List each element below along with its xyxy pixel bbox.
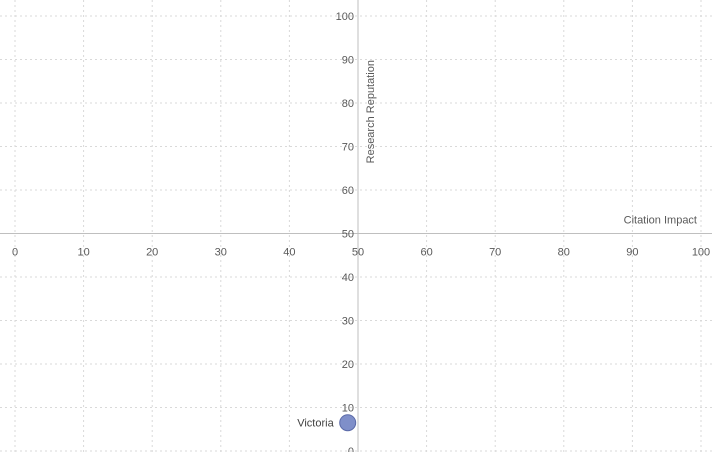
x-tick-label: 30 [215,247,227,259]
data-point-label: Victoria [297,418,334,430]
y-tick-label: 90 [342,55,354,67]
y-tick-label: 40 [342,272,354,284]
y-axis-title: Research Reputation [365,60,377,163]
y-tick-label: 70 [342,142,354,154]
y-tick-label: 10 [342,403,354,415]
x-tick-label: 60 [420,247,432,259]
data-points: Victoria [297,414,357,432]
y-tick-label: 60 [342,185,354,197]
y-tick-label: 50 [342,229,354,241]
x-tick-label: 80 [558,247,570,259]
y-tick-label: 30 [342,316,354,328]
x-tick-labels: 0 10 20 30 40 50 60 70 80 90 100 [12,247,710,259]
y-tick-label: 0 [348,446,354,452]
x-tick-label: 20 [146,247,158,259]
x-axis-title: Citation Impact [624,215,697,227]
y-tick-label: 80 [342,98,354,110]
y-tick-labels: 0 10 20 30 40 50 60 70 80 90 100 [336,11,354,452]
x-tick-label: 50 [352,247,364,259]
data-point [339,414,357,432]
x-tick-label: 70 [489,247,501,259]
y-tick-label: 20 [342,359,354,371]
x-tick-label: 100 [692,247,710,259]
x-tick-label: 10 [77,247,89,259]
x-tick-label: 0 [12,247,18,259]
y-tick-label: 100 [336,11,354,23]
x-tick-label: 40 [283,247,295,259]
x-tick-label: 90 [626,247,638,259]
